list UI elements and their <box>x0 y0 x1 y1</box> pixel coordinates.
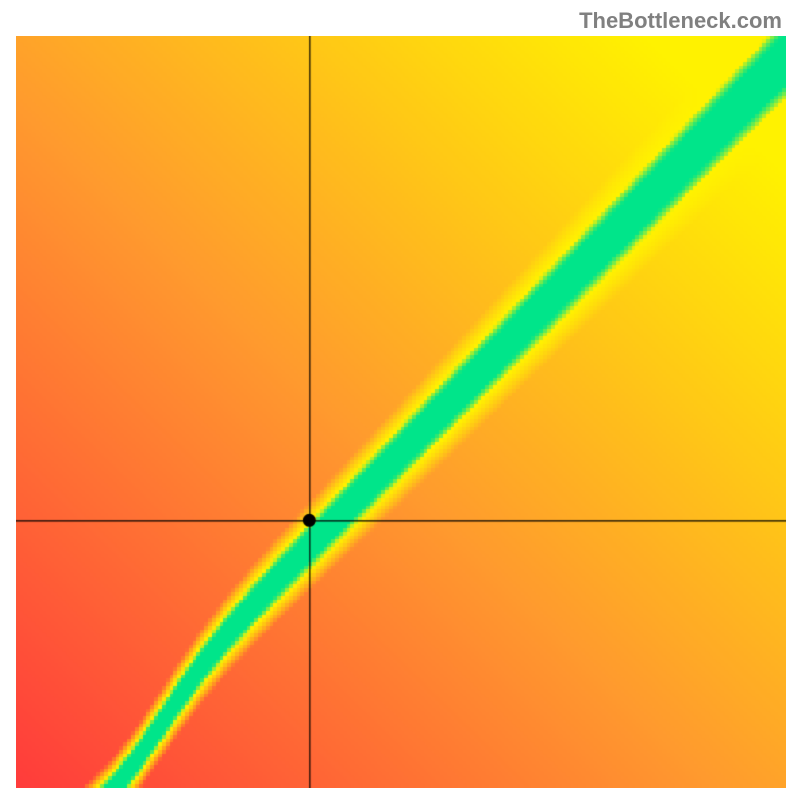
heatmap-canvas <box>16 36 786 788</box>
watermark-text: TheBottleneck.com <box>579 8 782 34</box>
bottleneck-heatmap <box>16 36 786 788</box>
